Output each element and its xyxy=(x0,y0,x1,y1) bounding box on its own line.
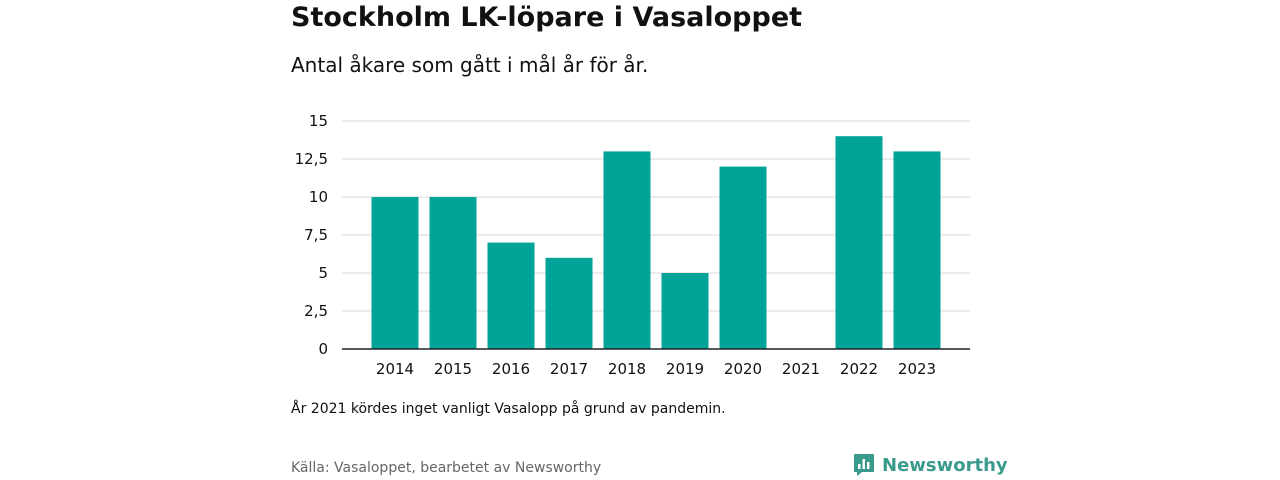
bar xyxy=(661,273,709,349)
x-tick-label: 2019 xyxy=(666,360,704,378)
chart-subtitle: Antal åkare som gått i mål år för år. xyxy=(291,53,649,77)
x-tick-label: 2014 xyxy=(376,360,414,378)
newsworthy-logo-icon xyxy=(854,454,874,476)
x-tick-label: 2017 xyxy=(550,360,588,378)
y-tick-label: 7,5 xyxy=(304,226,328,244)
source-text: Källa: Vasaloppet, bearbetet av Newswort… xyxy=(291,460,602,476)
bar xyxy=(429,197,477,349)
bar xyxy=(371,197,419,349)
bar xyxy=(893,151,941,349)
y-tick-label: 12,5 xyxy=(295,150,328,168)
brand-logo[interactable]: Newsworthy xyxy=(853,453,1008,477)
bar xyxy=(487,242,535,349)
x-tick-label: 2021 xyxy=(782,360,820,378)
y-tick-label: 10 xyxy=(309,188,328,206)
chart-note: År 2021 kördes inget vanligt Vasalopp på… xyxy=(291,401,726,417)
bar-chart: 0 2,5 5 7,5 10 12,5 15 2014 2015 2016 2017 2018 2019… xyxy=(295,112,970,378)
brand-name: Newsworthy xyxy=(882,454,1008,476)
x-tick-label: 2015 xyxy=(434,360,472,378)
x-tick-label: 2020 xyxy=(724,360,762,378)
y-tick-label: 0 xyxy=(318,340,328,358)
bar xyxy=(835,136,883,349)
x-tick-label: 2023 xyxy=(898,360,936,378)
chart-title: Stockholm LK-löpare i Vasaloppet xyxy=(291,2,803,33)
bar xyxy=(545,257,593,349)
x-tick-label: 2016 xyxy=(492,360,530,378)
x-tick-label: 2022 xyxy=(840,360,878,378)
y-tick-label: 15 xyxy=(309,112,328,130)
y-tick-label: 5 xyxy=(318,264,328,282)
y-tick-label: 2,5 xyxy=(304,302,328,320)
x-tick-label: 2018 xyxy=(608,360,646,378)
bar xyxy=(719,166,767,349)
bar xyxy=(603,151,651,349)
